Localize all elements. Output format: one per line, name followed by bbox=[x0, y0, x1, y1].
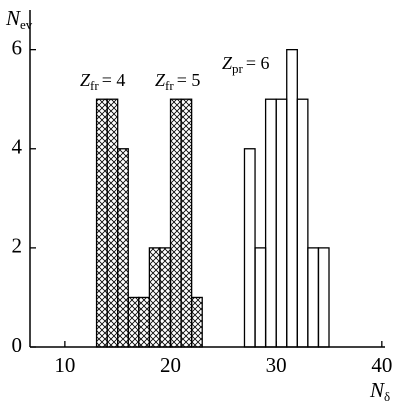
x-tick-label: 20 bbox=[160, 353, 181, 377]
annotation: Zfr = 5 bbox=[155, 70, 200, 93]
annotation: Zpr = 6 bbox=[222, 53, 270, 76]
y-tick-label: 6 bbox=[12, 35, 23, 59]
histogram-bar bbox=[191, 296, 203, 348]
histogram-bar bbox=[296, 98, 309, 348]
histogram-bar bbox=[138, 296, 151, 348]
y-tick-label: 2 bbox=[12, 234, 23, 258]
histogram-bar bbox=[180, 98, 193, 348]
histogram-bar bbox=[286, 48, 298, 348]
histogram-bar bbox=[243, 148, 256, 348]
y-axis-label: Nev bbox=[5, 6, 33, 32]
histogram-bar bbox=[148, 247, 161, 348]
x-tick-label: 30 bbox=[266, 353, 287, 377]
histogram-bar bbox=[106, 98, 119, 348]
histogram-bar bbox=[169, 98, 182, 348]
histogram-bar bbox=[117, 148, 129, 348]
histogram-bar bbox=[95, 98, 108, 348]
annotation: Zfr = 4 bbox=[80, 70, 125, 93]
x-tick-label: 40 bbox=[371, 353, 392, 377]
x-axis-label: Nδ bbox=[369, 378, 390, 404]
histogram-bar bbox=[254, 247, 267, 348]
histogram-bar bbox=[317, 247, 330, 348]
histogram-bar bbox=[307, 247, 320, 348]
histogram-bar bbox=[275, 98, 288, 348]
histogram-bar bbox=[127, 296, 140, 348]
x-tick-label: 10 bbox=[54, 353, 75, 377]
histogram-bar bbox=[264, 98, 277, 348]
histogram-bar bbox=[159, 247, 172, 348]
y-tick-label: 0 bbox=[12, 333, 23, 357]
y-tick-label: 4 bbox=[12, 135, 23, 159]
